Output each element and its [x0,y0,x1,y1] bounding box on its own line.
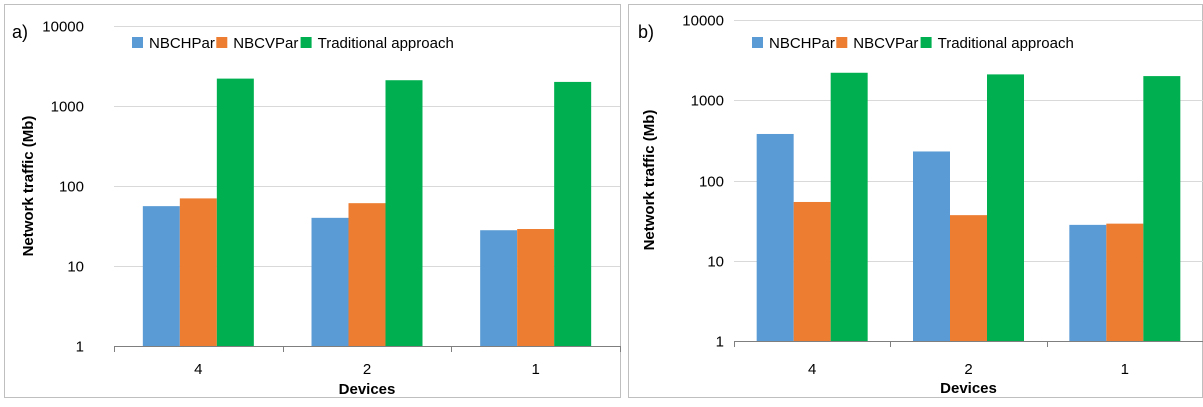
x-tick-label: 2 [363,361,371,378]
y-tick-label: 10 [707,254,724,271]
y-tick-label: 10000 [42,19,84,36]
legend-swatch [921,37,932,48]
legend-label: NBCHPar [769,35,835,52]
y-tick-label: 100 [59,179,84,196]
bar [1106,224,1143,341]
legend-swatch [301,37,312,48]
legend: NBCHPar NBCVPar Traditional approach [752,35,1074,52]
bar [1069,225,1106,341]
x-tick-label: 2 [964,361,972,378]
legend-label: NBCVPar [233,35,298,52]
x-tick-label: 4 [194,361,202,378]
bar [217,79,254,346]
y-tick-label: 1 [716,334,724,351]
bar [143,206,180,346]
y-tick-label: 100 [699,174,724,191]
x-axis-title: Devices [339,381,396,398]
panel-label: a) [12,22,28,42]
bar [831,73,868,341]
bar [517,229,554,346]
bar [349,203,386,346]
chart-panel-b: 1 10 100 1000 10000 4 2 1 Devices Network traffic… [629,5,1203,398]
legend-swatch [752,37,763,48]
legend-swatch [836,37,847,48]
legend-label: NBCHPar [149,35,215,52]
legend: NBCHPar NBCVPar Traditional approach [132,35,454,52]
bar [757,134,794,341]
y-tick-label: 10000 [682,13,724,30]
legend-label: Traditional approach [318,35,454,52]
y-tick-label: 1 [76,339,84,356]
bar [312,218,349,346]
y-tick-label: 1000 [51,99,84,116]
legend-swatch [132,37,143,48]
y-tick-label: 1000 [691,93,724,110]
bar [913,151,950,341]
legend-label: NBCVPar [853,35,918,52]
bar [950,215,987,341]
x-tick-label: 1 [1121,361,1129,378]
bar [1143,76,1180,341]
y-tick-label: 10 [67,259,84,276]
x-tick-label: 4 [808,361,816,378]
x-axis-title: Devices [940,380,997,397]
legend-label: Traditional approach [938,35,1074,52]
bar [554,82,591,346]
chart-panel-a: 1 10 100 1000 10000 4 2 1 Devices Network traffic… [5,5,621,399]
bar [180,198,217,346]
panel-label: b) [638,22,654,42]
y-axis-title: Network traffic (Mb) [641,110,658,251]
bar [386,80,423,346]
legend-swatch [216,37,227,48]
x-tick-label: 1 [531,361,539,378]
bar [794,202,831,341]
bar [987,74,1024,341]
y-axis-title: Network traffic (Mb) [20,116,37,257]
bar [480,230,517,346]
